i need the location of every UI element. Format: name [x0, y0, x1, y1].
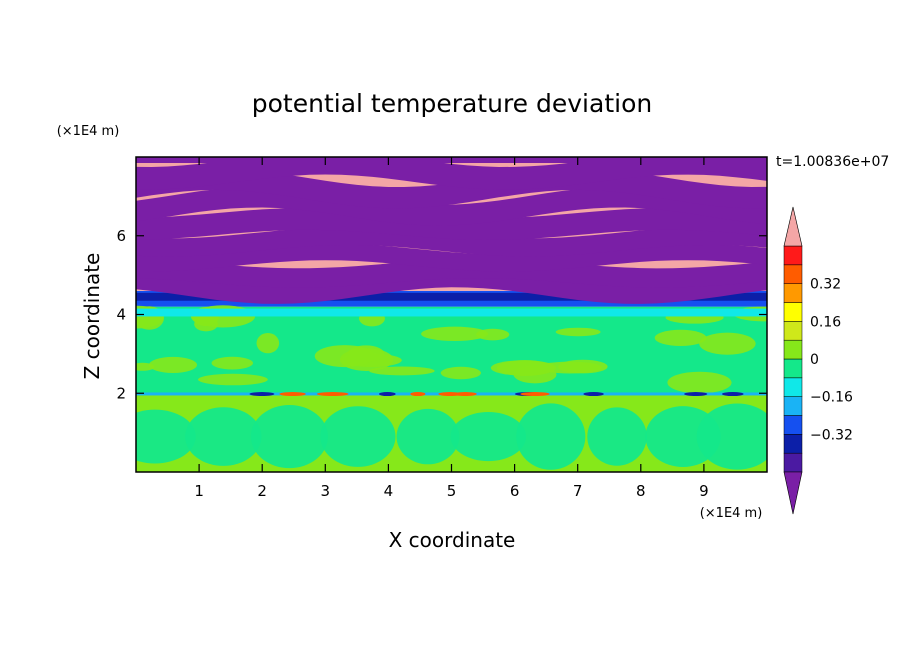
- boundary-blob: [410, 392, 426, 397]
- cell-blob: [320, 406, 396, 467]
- cell-blob: [136, 409, 196, 464]
- colorbar-label: −0.16: [810, 390, 853, 406]
- x-tick-label: 5: [447, 482, 457, 500]
- mixed-blob: [369, 366, 435, 376]
- purple-band: [136, 157, 767, 190]
- purple-band: [136, 258, 767, 288]
- time-label: t=1.00836e+07: [776, 154, 889, 170]
- cell-blob: [587, 407, 647, 466]
- cell-blob: [516, 403, 586, 470]
- x-tick-label: 4: [384, 482, 394, 500]
- cell-blob: [696, 403, 767, 470]
- boundary-blob: [684, 392, 708, 397]
- y-axis: 2 4 6: [116, 227, 767, 402]
- colorbar-swatch: [783, 264, 803, 284]
- mixed-blob: [211, 356, 253, 370]
- y-tick-label: 2: [116, 384, 126, 402]
- colorbar-swatch: [783, 321, 803, 341]
- colorbar-swatch: [783, 302, 803, 322]
- colorbar-label: 0: [810, 352, 819, 368]
- inversion-layer: [136, 292, 767, 301]
- boundary-blob: [721, 392, 744, 397]
- y-unit-label: (×1E4 m): [57, 124, 120, 139]
- mixed-blob: [197, 373, 268, 386]
- mixed-blob: [699, 332, 756, 355]
- boundary-blob: [378, 392, 396, 397]
- mixed-blob: [555, 327, 601, 337]
- x-tick-label: 9: [699, 482, 709, 500]
- boundary-blob: [316, 392, 349, 397]
- colorbar: 0.32 0.16 0 −0.16 −0.32: [783, 206, 853, 515]
- mixed-blob: [148, 356, 198, 373]
- x-tick-label: 8: [636, 482, 646, 500]
- colorbar-label: −0.32: [810, 427, 853, 443]
- colorbar-swatch: [783, 245, 803, 266]
- boundary-blob: [279, 392, 306, 397]
- mixed-blob: [654, 329, 707, 346]
- y-tick-label: 6: [116, 227, 126, 245]
- colorbar-label: 0.16: [810, 314, 841, 330]
- colorbar-swatch: [783, 377, 803, 397]
- cell-blob: [396, 408, 460, 465]
- mixed-blob: [440, 366, 482, 380]
- purple-band: [136, 266, 767, 304]
- x-tick-label: 1: [194, 482, 204, 500]
- x-tick-label: 3: [321, 482, 331, 500]
- colorbar-swatch: [783, 283, 803, 303]
- mixed-blob: [537, 361, 602, 374]
- y-tick-label: 4: [116, 306, 126, 324]
- boundary-blob: [453, 392, 477, 397]
- mixed-blob: [136, 362, 155, 371]
- colorbar-top-arrow: [783, 206, 803, 247]
- cell-blob: [450, 412, 527, 462]
- colorbar-swatch: [783, 415, 803, 435]
- colorbar-bottom-arrow: [783, 471, 803, 515]
- boundary-blob: [249, 392, 275, 397]
- x-axis-label: X coordinate: [389, 528, 516, 552]
- cell-blob: [250, 405, 328, 469]
- cell-blob: [185, 407, 262, 466]
- mixed-blob: [667, 371, 732, 394]
- x-tick-label: 6: [510, 482, 520, 500]
- cyan-layer: [136, 308, 767, 317]
- contour-field: [136, 157, 767, 472]
- colorbar-label: 0.32: [810, 277, 841, 293]
- x-tick-label: 2: [257, 482, 267, 500]
- mixed-blob: [256, 332, 280, 354]
- mixed-blob: [496, 360, 554, 376]
- colorbar-swatch: [783, 339, 803, 360]
- x-unit-label: (×1E4 m): [700, 506, 763, 521]
- x-axis: 1 2 3 4 5 6 7 8 9: [194, 157, 709, 500]
- colorbar-swatch: [783, 396, 803, 416]
- mixed-blob: [476, 328, 510, 341]
- colorbar-swatch: [783, 434, 803, 454]
- colorbar-swatch: [783, 452, 803, 473]
- boundary-blob: [520, 392, 550, 397]
- colorbar-swatch: [783, 358, 803, 379]
- y-axis-label: Z coordinate: [80, 253, 104, 380]
- mixed-blob: [314, 345, 375, 368]
- mixed-blob: [421, 326, 489, 342]
- boundary-blob: [583, 392, 604, 397]
- x-tick-label: 7: [573, 482, 583, 500]
- chart-title: potential temperature deviation: [252, 89, 652, 118]
- purple-band: [136, 226, 767, 257]
